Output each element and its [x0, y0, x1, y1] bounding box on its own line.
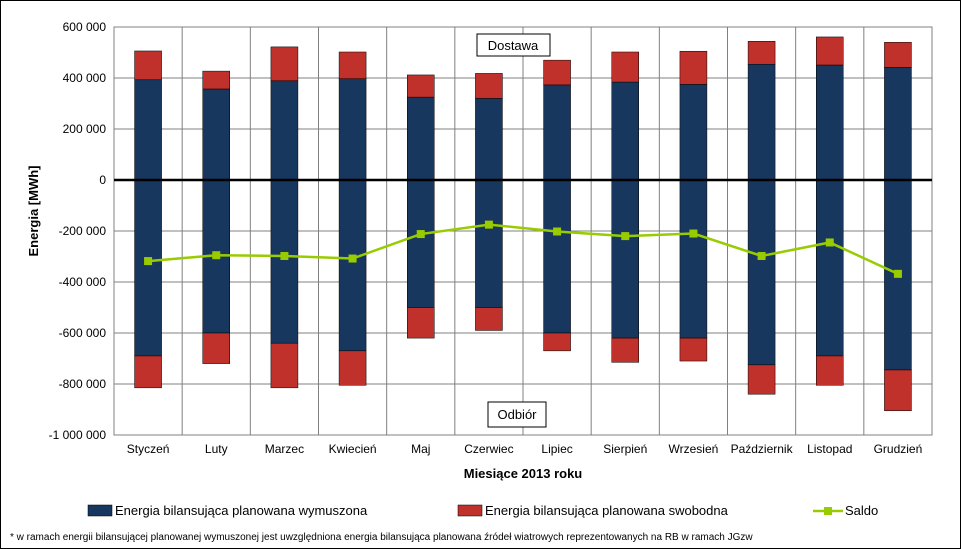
x-axis-title: Miesiące 2013 roku	[464, 466, 583, 481]
bar-wymuszona-negative	[475, 179, 503, 308]
bar-swobodna-positive	[679, 50, 708, 85]
bar-swobodna-positive	[338, 51, 367, 80]
bar-swobodna-negative	[134, 355, 162, 389]
saldo-point	[212, 251, 221, 260]
bar-swobodna-negative	[475, 307, 503, 331]
bar-swobodna-negative	[884, 369, 912, 412]
bar-swobodna-positive	[270, 46, 299, 82]
bar-wymuszona-positive	[270, 80, 299, 181]
x-tick-label: Czerwiec	[464, 442, 513, 456]
bar-wymuszona-positive	[134, 79, 162, 181]
x-tick-label: Wrzesień	[669, 442, 719, 456]
bar-wymuszona-negative	[679, 179, 708, 339]
saldo-point	[893, 269, 902, 278]
bar-swobodna-negative	[202, 332, 230, 364]
annotation-dostawa: Dostawa	[476, 33, 551, 57]
y-tick-label: 0	[99, 173, 106, 187]
saldo-point	[825, 238, 834, 247]
x-tick-label: Kwiecień	[329, 442, 377, 456]
bar-wymuszona-negative	[338, 179, 367, 352]
x-tick-label: Grudzień	[874, 442, 923, 456]
bar-swobodna-negative	[407, 307, 435, 339]
bar-swobodna-negative	[270, 342, 299, 389]
saldo-point	[416, 230, 425, 239]
x-tick-label: Listopad	[807, 442, 852, 456]
bar-swobodna-positive	[407, 74, 435, 98]
y-axis-title: Energia [MWh]	[26, 166, 41, 257]
bar-swobodna-negative	[338, 350, 367, 386]
annotation-odbior-text: Odbiór	[497, 407, 537, 422]
saldo-point	[689, 229, 698, 238]
saldo-point	[280, 251, 289, 260]
saldo-point	[348, 254, 357, 263]
bar-wymuszona-positive	[543, 84, 571, 181]
bar-wymuszona-positive	[884, 67, 912, 181]
x-tick-label: Luty	[205, 442, 228, 456]
y-tick-labels: 600 000 400 000 200 000 0 -200 000 -400 000 -6…	[49, 20, 107, 442]
bar-swobodna-negative	[679, 337, 708, 362]
saldo-point	[144, 257, 153, 266]
bar-wymuszona-positive	[679, 84, 708, 181]
bar-wymuszona-positive	[338, 78, 367, 181]
bar-wymuszona-negative	[747, 179, 776, 366]
saldo-point	[484, 220, 493, 229]
bar-swobodna-positive	[884, 42, 912, 68]
legend: Energia bilansująca planowana wymuszona …	[87, 503, 878, 518]
bar-wymuszona-positive	[202, 88, 230, 181]
annotation-dostawa-text: Dostawa	[488, 38, 539, 53]
x-tick-label: Lipiec	[541, 442, 572, 456]
bar-wymuszona-negative	[543, 179, 571, 334]
x-tick-label: Październik	[731, 442, 794, 456]
x-tick-label: Sierpień	[603, 442, 647, 456]
y-tick-label: 400 000	[63, 71, 107, 85]
y-tick-label: -600 000	[59, 326, 107, 340]
bar-wymuszona-positive	[407, 96, 435, 181]
saldo-line	[144, 220, 902, 278]
bar-swobodna-positive	[202, 70, 230, 90]
bar-wymuszona-negative	[134, 179, 162, 357]
bars	[134, 36, 912, 412]
bar-swobodna-negative	[816, 355, 844, 386]
legend-label-saldo: Saldo	[845, 503, 878, 518]
bar-swobodna-positive	[543, 59, 571, 86]
saldo-point	[757, 251, 766, 260]
y-tick-label: -800 000	[59, 377, 107, 391]
bar-swobodna-negative	[543, 332, 571, 352]
x-tick-label: Styczeń	[127, 442, 170, 456]
y-tick-label: 200 000	[63, 122, 107, 136]
saldo-polyline	[147, 223, 899, 275]
y-tick-label: 600 000	[63, 20, 107, 34]
bar-wymuszona-negative	[407, 179, 435, 308]
bar-wymuszona-negative	[611, 179, 639, 339]
bar-wymuszona-positive	[747, 63, 776, 181]
y-tick-label: -1 000 000	[49, 428, 107, 442]
saldo-point	[553, 227, 562, 236]
bar-swobodna-positive	[611, 51, 639, 83]
bar-wymuszona-positive	[475, 98, 503, 181]
bar-wymuszona-negative	[816, 179, 844, 357]
footnote: * w ramach energii bilansującej planowan…	[10, 532, 753, 543]
bar-swobodna-positive	[475, 73, 503, 99]
legend-swatch-swobodna	[457, 504, 483, 517]
annotation-odbior: Odbiór	[487, 401, 547, 428]
bar-swobodna-positive	[747, 41, 776, 65]
x-tick-label: Marzec	[265, 442, 304, 456]
saldo-point	[621, 232, 630, 241]
bar-wymuszona-positive	[816, 64, 844, 181]
y-tick-label: -200 000	[59, 224, 107, 238]
legend-swatch-saldo-marker	[824, 507, 832, 515]
legend-label-swobodna: Energia bilansująca planowana swobodna	[485, 503, 729, 518]
bar-swobodna-positive	[134, 50, 162, 81]
x-tick-label: Maj	[411, 442, 430, 456]
bar-swobodna-positive	[816, 36, 844, 66]
bar-wymuszona-positive	[611, 81, 639, 181]
bar-swobodna-negative	[611, 337, 639, 363]
bar-wymuszona-negative	[270, 179, 299, 344]
bar-swobodna-negative	[747, 364, 776, 395]
legend-label-wymuszona: Energia bilansująca planowana wymuszona	[115, 503, 368, 518]
y-tick-label: -400 000	[59, 275, 107, 289]
x-tick-labels: Styczeń Luty Marzec Kwiecień Maj Czerwiec Lipi…	[127, 442, 923, 456]
legend-swatch-wymuszona	[87, 504, 113, 517]
